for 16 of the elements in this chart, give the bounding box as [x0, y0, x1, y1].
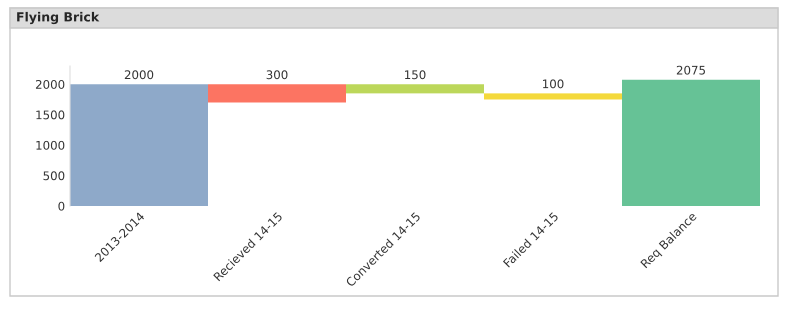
- bar: [484, 93, 622, 100]
- y-tick-label: 0: [58, 202, 64, 211]
- data-label: 2075: [676, 66, 705, 75]
- bar: [70, 84, 208, 206]
- y-tick-label: 500: [44, 171, 64, 180]
- data-label: 2000: [124, 70, 154, 80]
- bar: [208, 84, 346, 103]
- bar: [622, 80, 760, 206]
- y-tick-label: 2000: [36, 80, 64, 89]
- chart-title: Flying Brick: [17, 12, 100, 24]
- data-label: 150: [405, 70, 426, 80]
- data-label: 300: [266, 70, 288, 80]
- y-tick-label: 1500: [36, 110, 64, 120]
- data-label: 100: [543, 79, 564, 88]
- bar: [346, 84, 484, 94]
- y-tick-label: 1000: [36, 140, 64, 150]
